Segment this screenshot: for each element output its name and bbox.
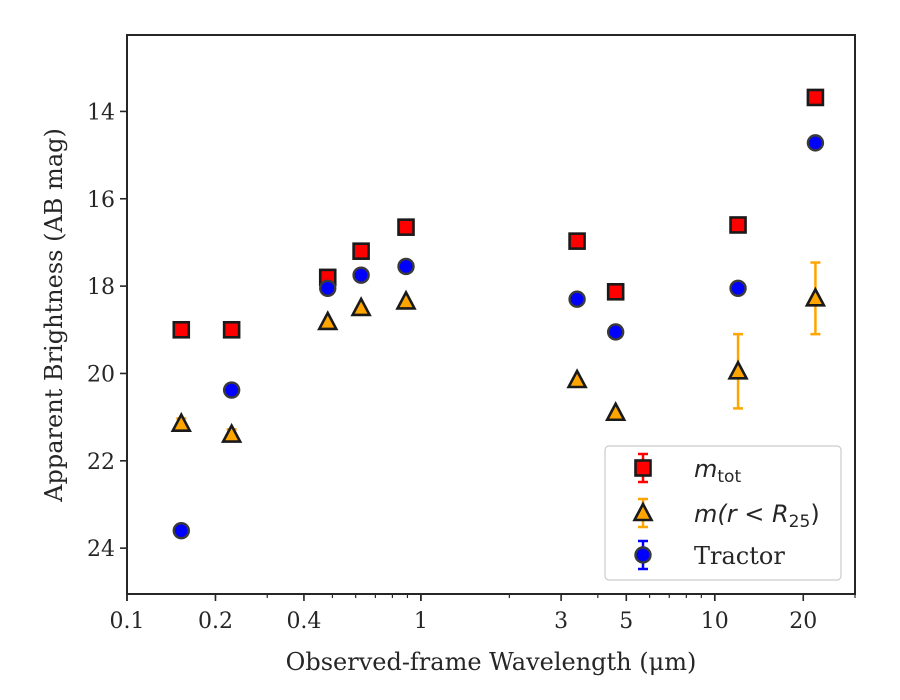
data-point bbox=[568, 232, 586, 250]
legend-label: m(r < R25) bbox=[694, 500, 820, 532]
data-point bbox=[568, 290, 586, 308]
data-point bbox=[606, 282, 625, 301]
legend-marker bbox=[632, 501, 654, 522]
y-tick-label: 18 bbox=[87, 275, 115, 300]
plot-frame-layer bbox=[126, 34, 856, 595]
data-point bbox=[806, 134, 825, 152]
x-tick-label: 10 bbox=[701, 609, 729, 634]
y-tick-label: 20 bbox=[87, 362, 115, 387]
x-tick-label: 1 bbox=[414, 609, 428, 634]
x-tick-label: 0.2 bbox=[198, 609, 233, 634]
data-point bbox=[729, 279, 747, 297]
y-tick-label: 24 bbox=[87, 537, 115, 562]
data-point bbox=[220, 422, 243, 443]
series-square bbox=[172, 88, 825, 339]
ticks-layer: 0.1 0.2 0.4 1 3 5 10 20 14 16 18 20 22 24 bbox=[87, 100, 856, 634]
data-point bbox=[729, 216, 747, 234]
y-tick-label: 14 bbox=[87, 100, 115, 125]
data-point bbox=[605, 400, 627, 422]
x-tick-label: 0.1 bbox=[110, 609, 145, 634]
x-tick-label: 5 bbox=[619, 609, 633, 634]
data-point bbox=[222, 381, 241, 399]
points-layer bbox=[170, 88, 827, 540]
legend-marker bbox=[634, 546, 652, 564]
data-point bbox=[397, 218, 415, 236]
data-point bbox=[352, 242, 370, 260]
data-point bbox=[350, 296, 372, 317]
data-point bbox=[806, 88, 825, 107]
data-point bbox=[727, 359, 749, 380]
legend-label: Tractor bbox=[694, 542, 785, 570]
y-tick-label: 16 bbox=[87, 188, 115, 213]
x-tick-label: 20 bbox=[789, 609, 817, 634]
x-tick-label: 3 bbox=[554, 609, 568, 634]
data-point bbox=[317, 310, 339, 331]
y-axis-title: Apparent Brightness (AB mag) bbox=[40, 128, 68, 503]
data-point bbox=[172, 521, 190, 540]
data-point bbox=[395, 289, 417, 310]
x-axis-title: Observed-frame Wavelength (μm) bbox=[286, 648, 697, 676]
data-point bbox=[222, 320, 241, 339]
series-triangle bbox=[170, 261, 827, 443]
data-point bbox=[566, 368, 588, 389]
data-point bbox=[319, 279, 337, 297]
legend-label: mtot bbox=[694, 455, 741, 487]
data-point bbox=[397, 257, 415, 276]
plot-frame bbox=[126, 34, 856, 595]
data-point bbox=[352, 266, 370, 284]
data-point bbox=[606, 323, 625, 341]
legend-marker bbox=[634, 459, 652, 477]
data-point bbox=[804, 286, 827, 307]
data-point bbox=[170, 411, 192, 432]
data-point bbox=[172, 320, 191, 339]
y-tick-label: 22 bbox=[87, 450, 115, 475]
x-tick-label: 0.4 bbox=[286, 609, 321, 634]
legend-box bbox=[604, 445, 842, 581]
legend: mtot m(r < R25) Tractor bbox=[604, 445, 842, 581]
series-circle bbox=[172, 134, 825, 540]
